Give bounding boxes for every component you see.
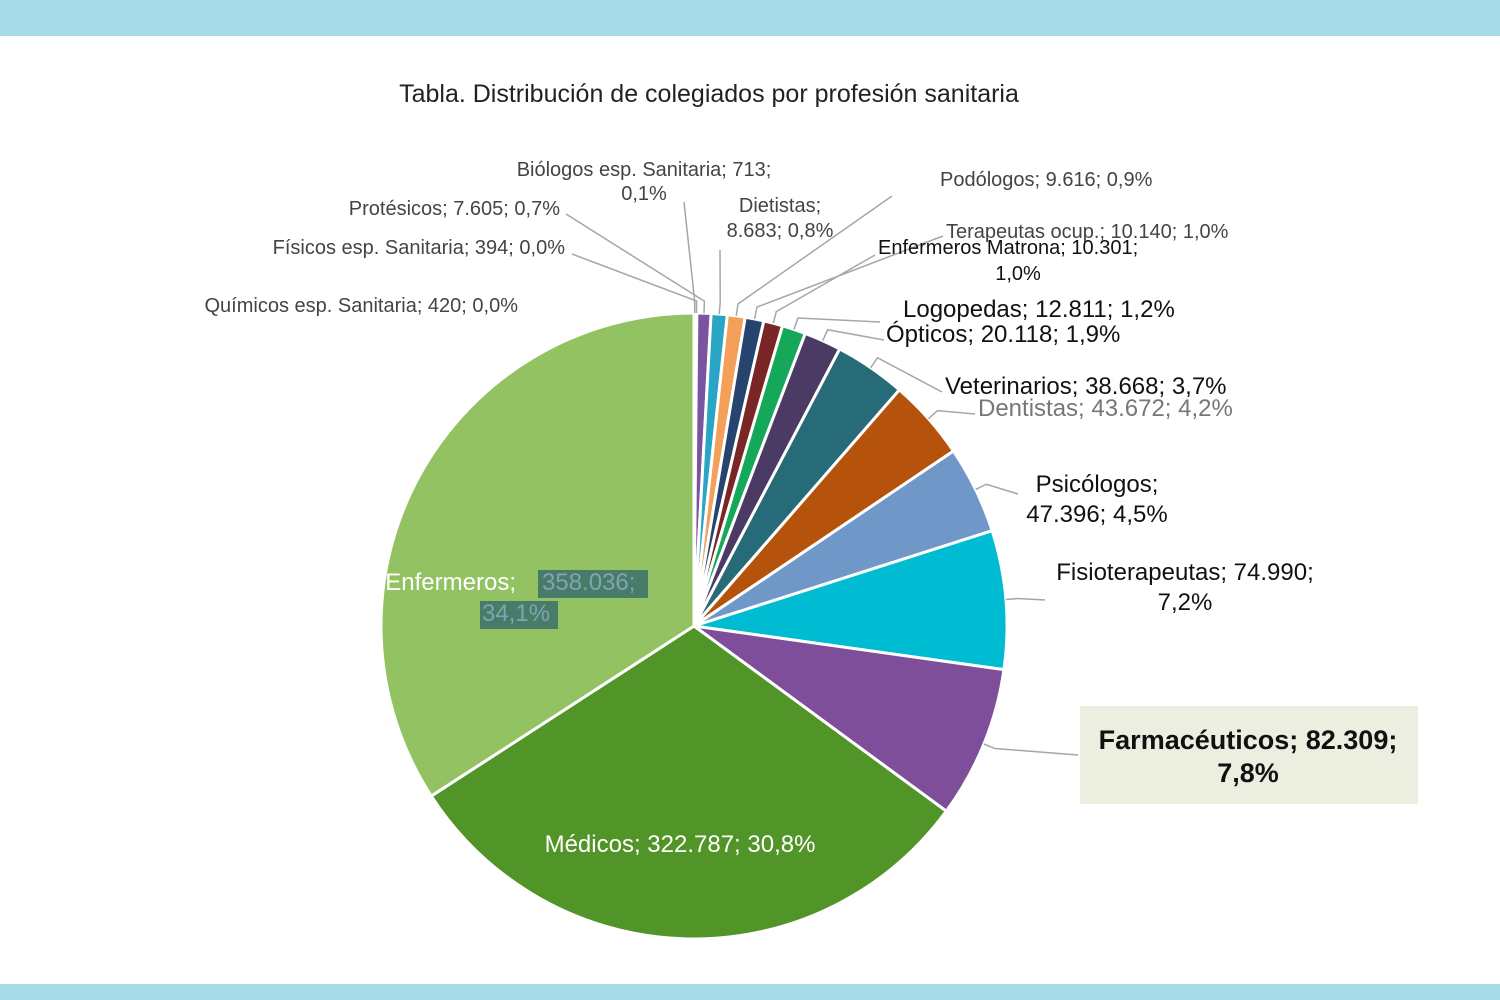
label-quimicos: Químicos esp. Sanitaria; 420; 0,0% xyxy=(205,295,519,317)
chart-title: Tabla. Distribución de colegiados por pr… xyxy=(399,80,1019,108)
label-enfermeros-percent: 34,1% xyxy=(482,600,550,627)
label-enfermeros-name: Enfermeros; xyxy=(385,569,516,596)
leader-fisicos-esp-sanitaria xyxy=(571,253,698,314)
label-enfermeros-highlight xyxy=(538,570,648,598)
label-veterinarios: Veterinarios; 38.668; 3,7% xyxy=(945,373,1227,400)
slice-labels: Enfermeros; 358.036; 34,1% Médicos; 322.787… xyxy=(205,159,1418,858)
label-terapeutas: Terapeutas ocup.; 10.140; 1,0% xyxy=(946,221,1229,243)
label-psicologos-line1: Psicólogos; xyxy=(1036,471,1159,498)
label-podologos: Podólogos; 9.616; 0,9% xyxy=(940,169,1153,191)
label-dentistas: Dentistas; 43.672; 4,2% xyxy=(978,395,1233,422)
label-fisicos: Físicos esp. Sanitaria; 394; 0,0% xyxy=(273,237,566,259)
label-logopedas: Logopedas; 12.811; 1,2% xyxy=(903,296,1175,323)
label-fisioterapeutas-line1: Fisioterapeutas; 74.990; xyxy=(1056,559,1314,586)
label-dietistas-line2: 8.683; 0,8% xyxy=(727,220,834,242)
bottom-band xyxy=(0,984,1500,1000)
leader-dietistas xyxy=(718,249,721,315)
pie-slices xyxy=(379,311,1009,941)
callout-farmaceuticos xyxy=(1080,706,1418,804)
label-enfermeros-highlight xyxy=(480,601,558,629)
top-band xyxy=(0,0,1500,36)
label-psicologos-line2: 47.396; 4,5% xyxy=(1026,501,1167,528)
slice-medicos xyxy=(429,624,949,941)
label-enfermeros-value: 358.036; xyxy=(542,569,635,596)
label-biologos-line1: Biólogos esp. Sanitaria; 713; xyxy=(517,159,772,181)
label-farmaceuticos-line1: Farmacéuticos; 82.309; xyxy=(1099,725,1398,755)
label-fisioterapeutas-line2: 7,2% xyxy=(1158,589,1213,616)
label-farmaceuticos-line2: 7,8% xyxy=(1217,758,1279,788)
leader-dentistas xyxy=(927,409,976,420)
label-opticos: Ópticos; 20.118; 1,9% xyxy=(886,321,1120,348)
leader-veterinarios xyxy=(870,356,943,393)
label-medicos: Médicos; 322.787; 30,8% xyxy=(545,831,816,858)
label-dietistas-line1: Dietistas; xyxy=(739,195,821,217)
leader-fisioterapeutas xyxy=(1005,597,1046,601)
leader-enfermeros-matrona xyxy=(772,254,876,324)
leader-opticos xyxy=(822,328,885,342)
label-biologos-line2: 0,1% xyxy=(621,183,667,205)
label-matrona-line1: Enfermeros Matrona; 10.301; xyxy=(878,237,1138,259)
slice-enfermeros xyxy=(379,311,696,799)
leader-farmaceuticos xyxy=(983,743,1079,756)
leader-terapeutas-ocup xyxy=(753,235,944,320)
label-matrona-line2: 1,0% xyxy=(995,263,1041,285)
leader-protesicos xyxy=(565,213,706,314)
leader-psicologos xyxy=(975,483,1019,495)
leader-lines xyxy=(565,195,1079,756)
label-protesicos: Protésicos; 7.605; 0,7% xyxy=(349,198,560,220)
leader-podologos xyxy=(735,195,893,316)
leader-logopedas xyxy=(793,317,881,330)
slice-farmaceuticos xyxy=(693,624,1006,814)
